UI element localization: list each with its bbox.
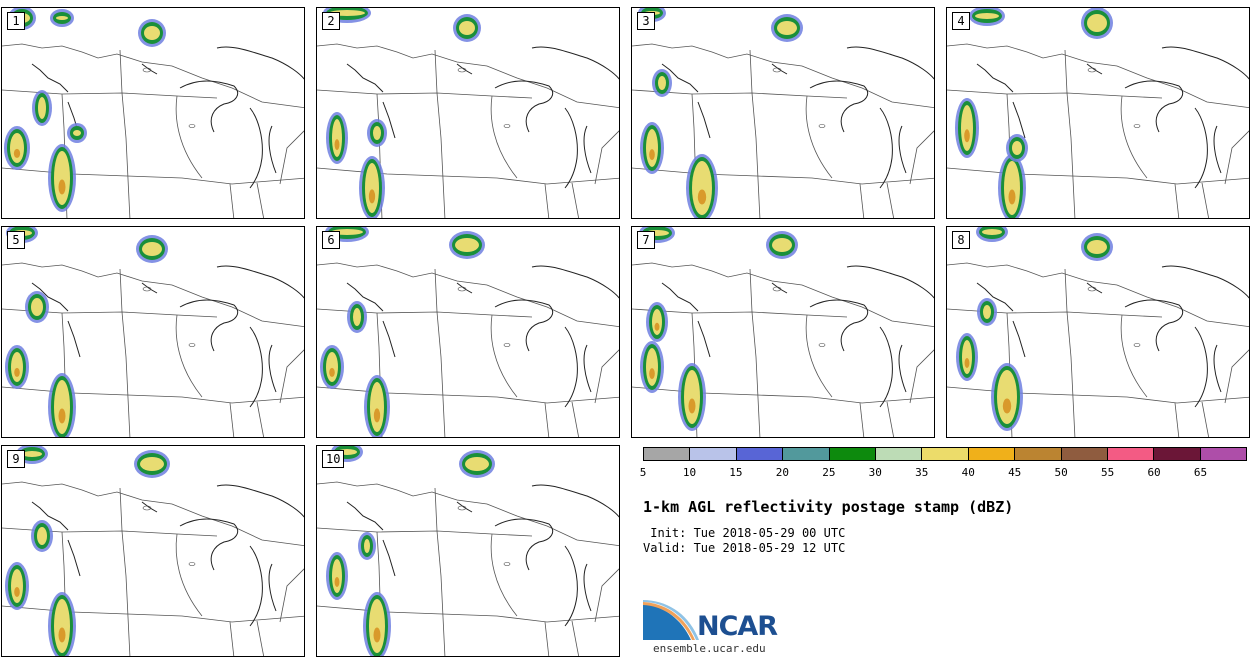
colorbar-segment: [1015, 448, 1062, 460]
colorbar-tick-label: 60: [1147, 466, 1161, 479]
colorbar-tick-label: 10: [682, 466, 697, 479]
map-reflectivity: [2, 8, 304, 218]
map-reflectivity: [632, 227, 934, 437]
colorbar-tick-label: 30: [868, 466, 882, 479]
colorbar-ticks: 5 10 15 20 25 30 35 40 45 50 55 60 65: [639, 466, 1247, 480]
member-label: 4: [952, 12, 970, 30]
valid-time: Valid: Tue 2018-05-29 12 UTC: [643, 541, 846, 555]
ensemble-member-panel: 3: [631, 7, 935, 219]
member-label: 5: [7, 231, 25, 249]
colorbar-segment: [736, 448, 784, 460]
member-label: 2: [322, 12, 340, 30]
colorbar-tick-label: 55: [1100, 466, 1115, 479]
member-label: 10: [322, 450, 345, 468]
member-label: 3: [637, 12, 655, 30]
map-reflectivity: [317, 227, 619, 437]
map-reflectivity: [2, 446, 304, 656]
ensemble-member-panel: 4: [946, 7, 1250, 219]
ensemble-member-panel: 2: [316, 7, 620, 219]
colorbar-segment: [783, 448, 830, 460]
ncar-logo-text: NCAR: [697, 611, 778, 642]
colorbar-tick-label: 40: [961, 466, 975, 479]
colorbar-segment: [1200, 448, 1247, 460]
colorbar-segment: [922, 448, 969, 460]
map-reflectivity: [317, 8, 619, 218]
member-label: 1: [7, 12, 25, 30]
map-reflectivity: [317, 446, 619, 656]
init-time: Init: Tue 2018-05-29 00 UTC: [643, 526, 846, 540]
map-reflectivity: [947, 227, 1249, 437]
colorbar-tick-label: 20: [775, 466, 789, 479]
colorbar-segment: [1154, 448, 1201, 460]
map-reflectivity: [632, 8, 934, 218]
colorbar-segment: [1061, 448, 1108, 460]
time-info: Init: Tue 2018-05-29 00 UTC Valid: Tue 20…: [643, 526, 845, 556]
member-label: 9: [7, 450, 25, 468]
ensemble-member-panel: 5: [1, 226, 305, 438]
colorbar-tick-label: 45: [1008, 466, 1022, 479]
colorbar-tick-label: 50: [1054, 466, 1068, 479]
chart-title: 1-km AGL reflectivity postage stamp (dBZ…: [643, 498, 1014, 516]
ensemble-member-panel: 6: [316, 226, 620, 438]
member-label: 7: [637, 231, 655, 249]
ensemble-member-panel: 7: [631, 226, 935, 438]
ensemble-member-panel: 9: [1, 445, 305, 657]
colorbar-segment: [968, 448, 1016, 460]
colorbar-segment: [690, 448, 737, 460]
colorbar-segment: [1107, 448, 1155, 460]
member-label: 8: [952, 231, 970, 249]
map-reflectivity: [2, 227, 304, 437]
colorbar-segment: [875, 448, 923, 460]
member-label: 6: [322, 231, 340, 249]
colorbar-tick-label: 35: [915, 466, 929, 479]
ncar-logo-icon: [643, 600, 699, 640]
ensemble-member-panel: 8: [946, 226, 1250, 438]
colorbar: [643, 447, 1247, 461]
colorbar-tick-label: 25: [822, 466, 836, 479]
colorbar-tick-label: 65: [1193, 466, 1208, 479]
ensemble-member-panel: 10: [316, 445, 620, 657]
map-reflectivity: [947, 8, 1249, 218]
ensemble-member-panel: 1: [1, 7, 305, 219]
colorbar-tick-label: 15: [729, 466, 743, 479]
colorbar-segment: [644, 448, 691, 460]
colorbar-segment: [829, 448, 876, 460]
site-url: ensemble.ucar.edu: [653, 642, 766, 655]
colorbar-tick-label: 5: [639, 466, 647, 479]
